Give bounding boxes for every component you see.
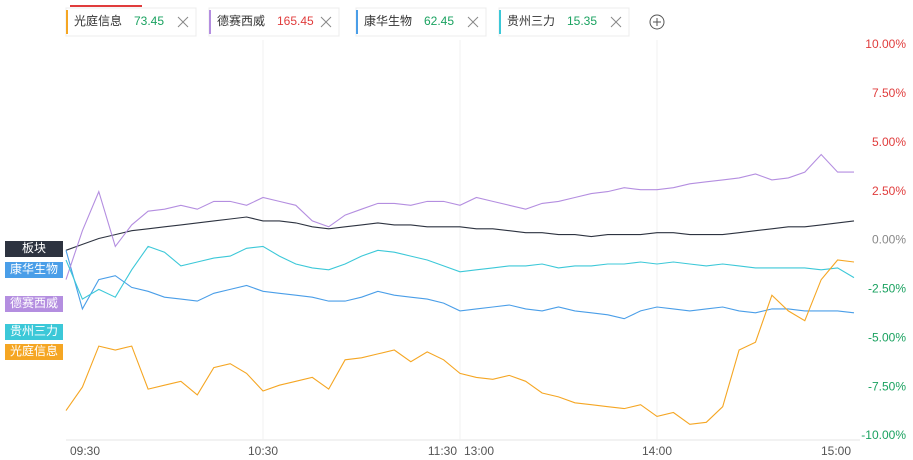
- close-icon: [610, 16, 622, 28]
- series-line: [65, 153, 854, 280]
- close-icon: [467, 16, 479, 28]
- series-line: [65, 245, 855, 300]
- tab-name: 德赛西威: [217, 13, 265, 28]
- y-tick-label: 5.00%: [872, 135, 906, 149]
- series-tag: 康华生物: [10, 261, 58, 276]
- tab-bg: [208, 7, 340, 37]
- series-line: [65, 216, 855, 251]
- tab-price: 62.45: [424, 14, 454, 28]
- series-tag-bg: [5, 262, 63, 278]
- x-tick-label: 14:00: [642, 444, 672, 458]
- tab-price: 165.45: [277, 14, 314, 28]
- tab-close[interactable]: [467, 16, 479, 28]
- tab-name: 光庭信息: [74, 13, 122, 28]
- close-icon: [177, 16, 189, 28]
- x-tick-label: 11:30: [428, 444, 457, 458]
- series-tag-bg: [5, 324, 63, 340]
- series-tag: 德赛西威: [10, 295, 58, 310]
- y-tick-label: -5.00%: [868, 330, 906, 344]
- stock-tab[interactable]: 德赛西威 165.45: [208, 7, 340, 37]
- add-icon[interactable]: [649, 14, 665, 30]
- stock-tab[interactable]: 康华生物 62.45: [355, 7, 487, 37]
- series-line: [65, 250, 855, 320]
- tab-price: 73.45: [134, 14, 164, 28]
- tab-name: 贵州三力: [507, 14, 555, 28]
- series-tag-bg: [5, 296, 63, 312]
- tab-close[interactable]: [177, 16, 189, 28]
- x-tick-label: 09:30: [70, 444, 100, 458]
- y-tick-label: 10.00%: [865, 37, 906, 51]
- series-tag-bg: [5, 241, 63, 257]
- y-tick-label: 2.50%: [872, 184, 906, 198]
- y-tick-label: -10.00%: [861, 428, 906, 442]
- stock-tab[interactable]: 贵州三力 15.35: [498, 7, 630, 37]
- stock-tab[interactable]: 光庭信息 73.45: [65, 7, 197, 37]
- close-icon: [320, 16, 332, 28]
- tab-name: 康华生物: [364, 13, 412, 28]
- series-tag: 贵州三力: [10, 324, 58, 338]
- tab-close[interactable]: [320, 16, 332, 28]
- y-tick-label: -7.50%: [868, 379, 906, 393]
- tab-price: 15.35: [567, 14, 597, 28]
- series-line: [65, 259, 855, 425]
- tab-bg: [65, 7, 197, 37]
- y-tick-label: 7.50%: [872, 86, 906, 100]
- tab-close[interactable]: [610, 16, 622, 28]
- add-button[interactable]: [649, 14, 665, 30]
- series-tag: 光庭信息: [10, 343, 58, 358]
- x-tick-label: 10:30: [248, 444, 278, 458]
- series-tag-bg: [5, 344, 63, 360]
- x-tick-label: 15:00: [821, 444, 851, 458]
- y-tick-label: -2.50%: [868, 282, 906, 296]
- x-tick-label: 13:00: [464, 444, 494, 458]
- y-tick-label: 0.00%: [872, 233, 906, 247]
- series-tag: 板块: [22, 241, 46, 255]
